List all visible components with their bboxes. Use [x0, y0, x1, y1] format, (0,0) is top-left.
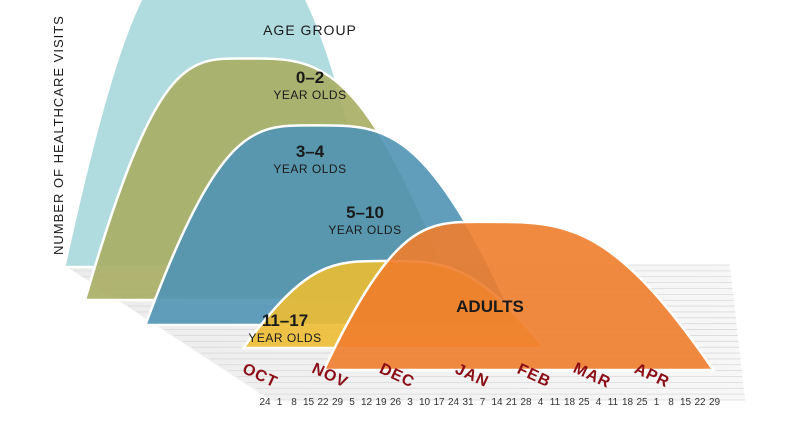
day-tick: 8: [291, 397, 297, 408]
day-tick: 26: [390, 397, 402, 408]
day-tick: 18: [622, 397, 634, 408]
day-tick: 4: [596, 397, 602, 408]
day-tick: 24: [448, 397, 460, 408]
day-tick: 21: [506, 397, 518, 408]
series-areas: [62, 0, 716, 372]
day-tick: 3: [407, 397, 413, 408]
area-series-5: [321, 220, 716, 372]
day-tick: 24: [259, 397, 271, 408]
day-tick: 29: [709, 397, 721, 408]
day-tick: 8: [668, 397, 674, 408]
series-sublabel-2: YEAR OLDS: [273, 162, 346, 176]
day-tick: 18: [564, 397, 576, 408]
day-tick: 5: [349, 397, 355, 408]
series-label-1: 0–2: [296, 68, 324, 87]
day-tick: 22: [694, 397, 706, 408]
day-tick: 11: [550, 397, 561, 408]
day-tick: 7: [480, 397, 486, 408]
chart-title: AGE GROUP: [263, 22, 357, 38]
series-sublabel-4: YEAR OLDS: [248, 331, 321, 345]
y-axis-label: NUMBER OF HEALTHCARE VISITS: [51, 15, 66, 255]
series-sublabel-1: YEAR OLDS: [273, 88, 346, 102]
series-label-2: 3–4: [296, 142, 325, 161]
series-label-5: ADULTS: [456, 297, 524, 316]
day-tick: 19: [375, 397, 387, 408]
day-tick: 17: [433, 397, 445, 408]
day-tick: 31: [462, 397, 474, 408]
series-label-4: 11–17: [262, 311, 308, 330]
series-sublabel-3: YEAR OLDS: [328, 223, 401, 237]
day-tick: 14: [491, 397, 503, 408]
series-label-3: 5–10: [346, 203, 384, 222]
day-tick: 1: [654, 397, 660, 408]
day-tick: 10: [419, 397, 431, 408]
day-tick: 25: [636, 397, 648, 408]
day-tick: 15: [680, 397, 692, 408]
day-tick: 15: [303, 397, 315, 408]
day-tick: 12: [361, 397, 373, 408]
day-tick: 25: [578, 397, 590, 408]
day-tick: 1: [277, 397, 283, 408]
day-tick: 28: [520, 397, 532, 408]
day-tick: 22: [317, 397, 329, 408]
day-tick: 4: [538, 397, 544, 408]
day-tick: 11: [608, 397, 619, 408]
day-tick: 29: [332, 397, 344, 408]
